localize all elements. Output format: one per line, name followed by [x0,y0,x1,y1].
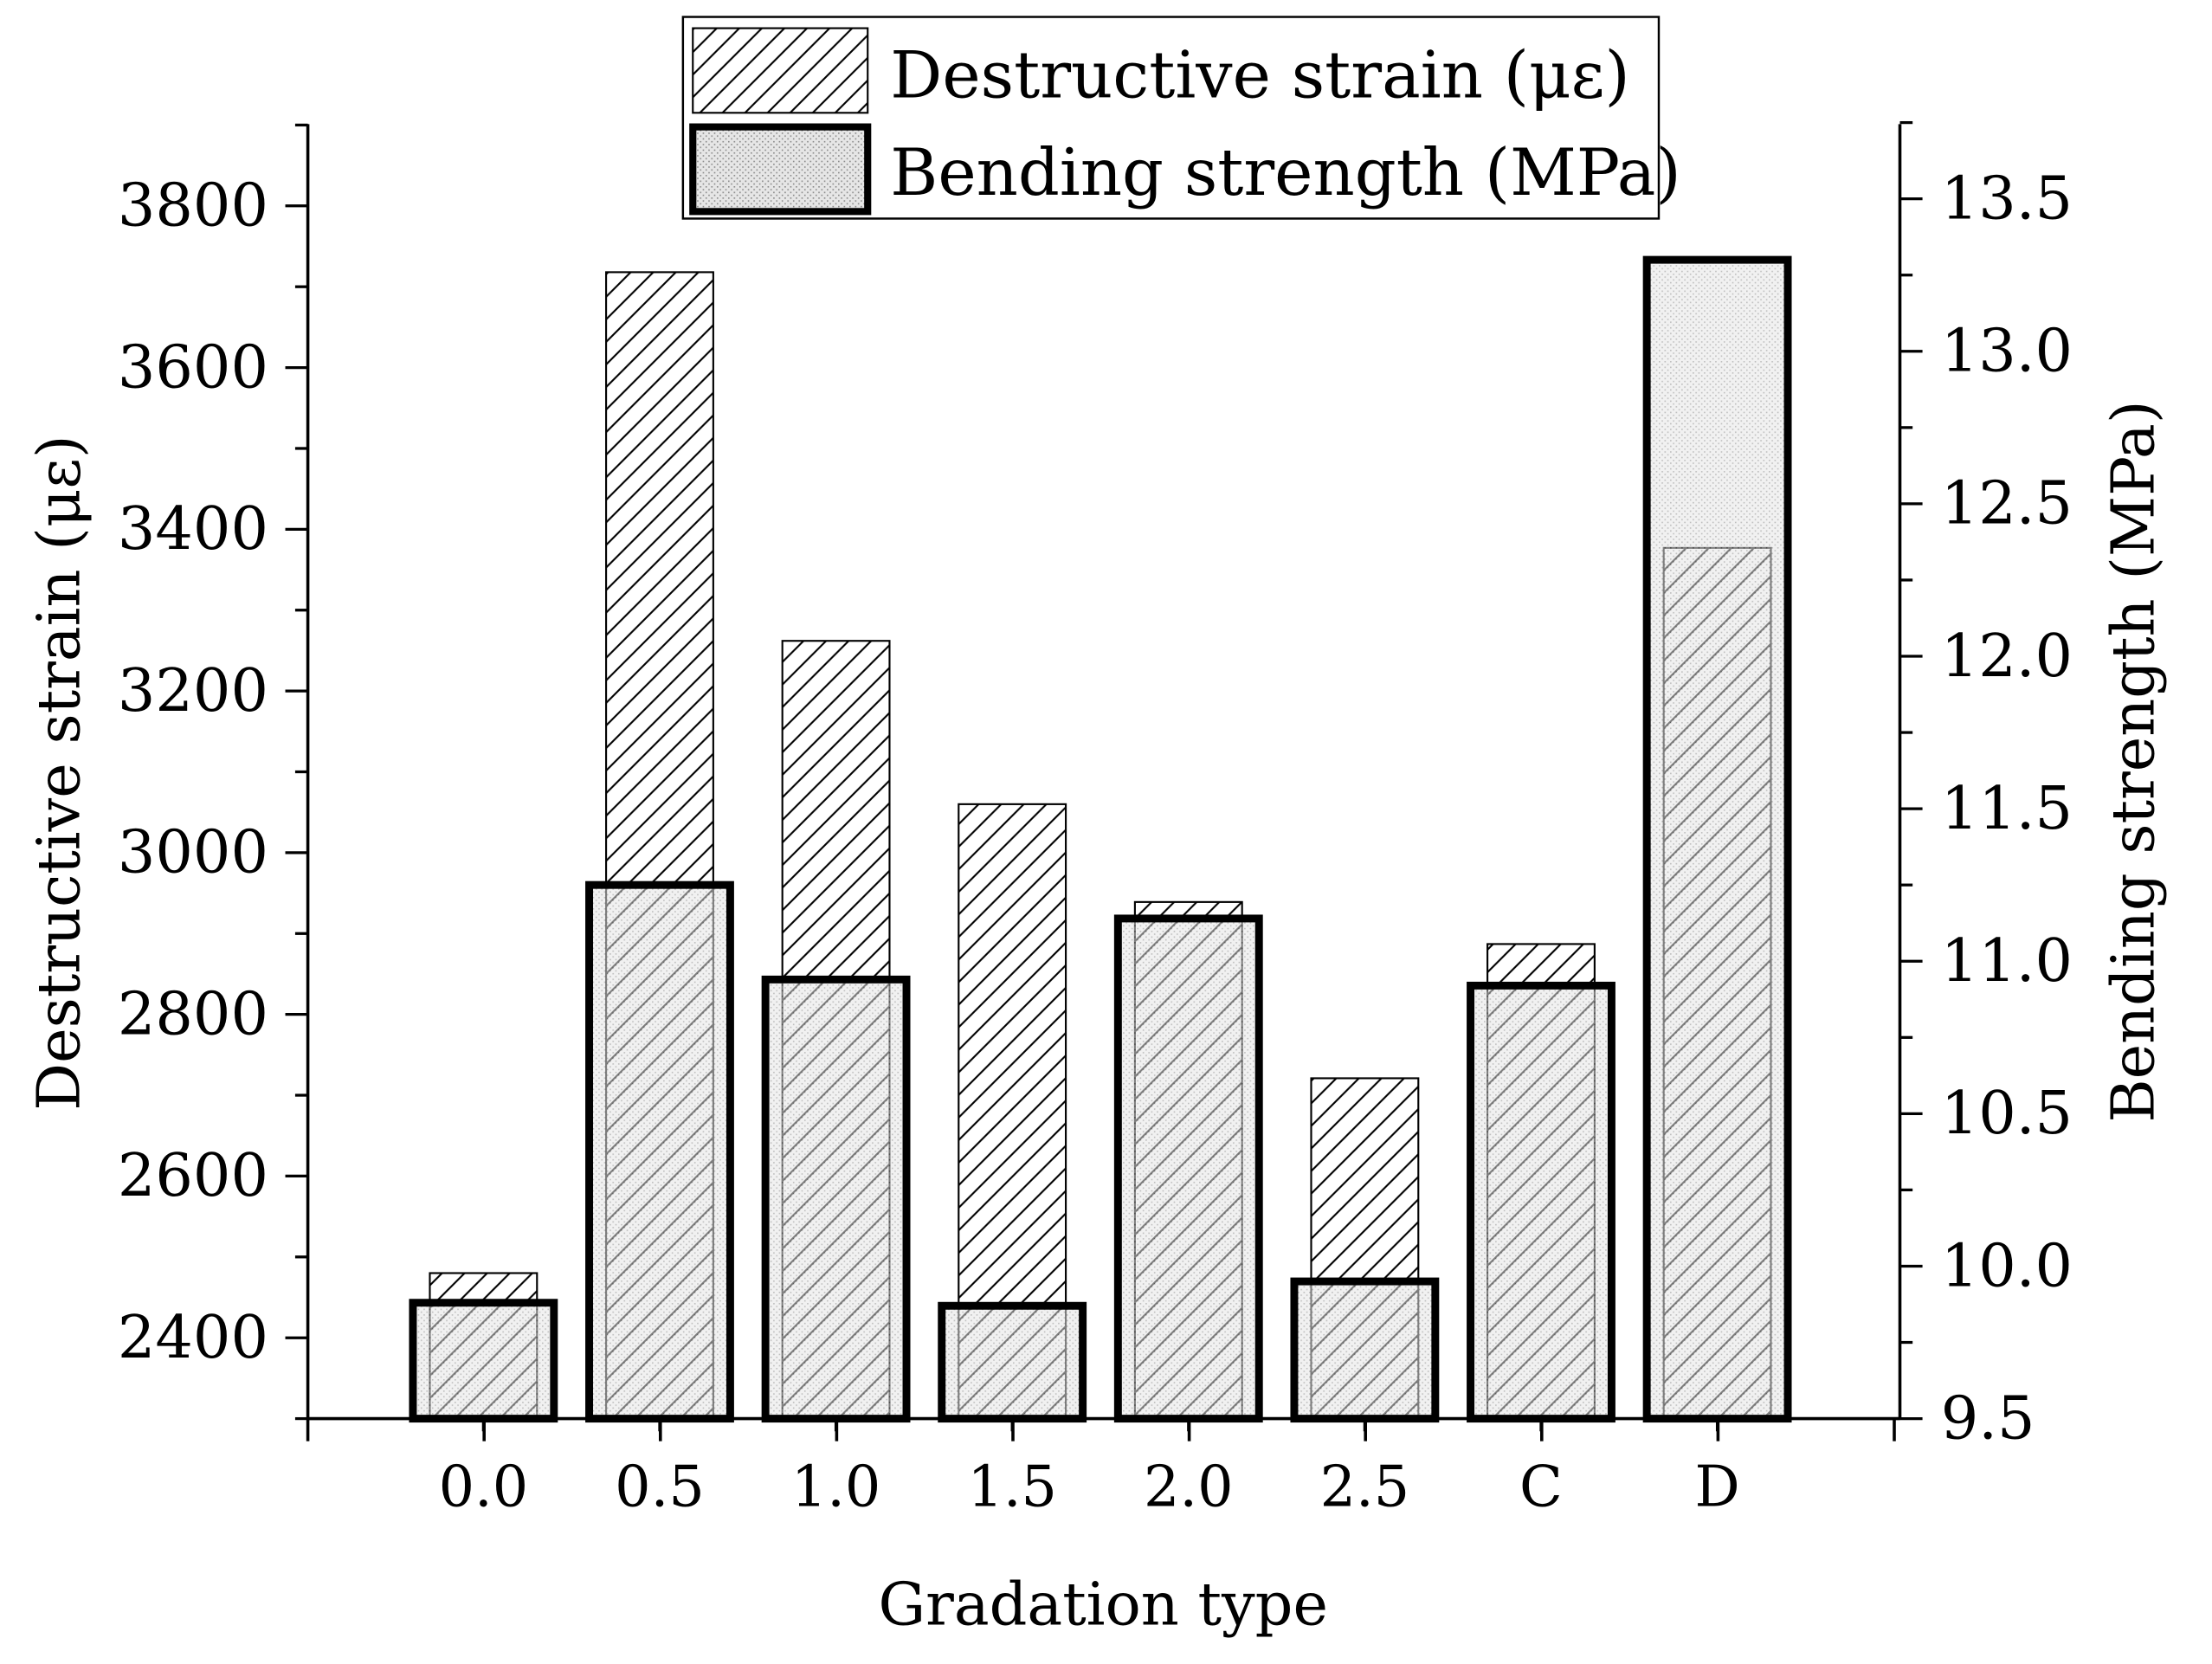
x-tick-label: 2.5 [1320,1455,1410,1520]
y2-tick-label: 12.0 [1941,622,2073,691]
legend-swatch-strength [689,123,872,216]
bar-strength [938,1301,1087,1423]
y2-tick-label: 11.0 [1941,927,2073,996]
x-tick-label: 1.0 [791,1455,881,1520]
bar-strength [761,975,911,1423]
y-tick-label: 3600 [118,333,268,402]
x-axis-title: Gradation type [879,1570,1328,1639]
y2-tick-label: 12.5 [1941,470,2073,539]
bar-strength [585,880,734,1423]
y2-tick-label: 11.5 [1941,775,2073,843]
y-tick-label: 3000 [118,819,268,887]
y-tick-label: 3800 [118,172,268,241]
y-ticks-right: 9.5 10.0 10.5 11.0 11.5 12.0 12.5 13.0 13.5 [1899,120,2073,1453]
bars [409,255,1792,1423]
x-tick-label: 0.5 [615,1455,705,1520]
y2-tick-label: 9.5 [1941,1384,2035,1453]
x-tick-label: C [1519,1455,1563,1520]
y-ticks-left: 2400 2600 2800 3000 3200 3400 3600 3800 [118,123,308,1421]
x-ticks: 0.0 0.5 1.0 1.5 2.0 2.5 C D [306,1418,1896,1520]
legend: Destructive strain (με) Bending strength… [681,16,1681,220]
y-tick-label: 2600 [118,1142,268,1210]
y-tick-label: 2800 [118,980,268,1048]
y2-tick-label: 13.5 [1941,164,2073,233]
x-tick-label: 0.0 [439,1455,529,1520]
legend-label-strain: Destructive strain (με) [890,36,1629,113]
legend-swatch-strain [692,27,869,114]
y2-tick-label: 13.0 [1941,318,2073,386]
y2-tick-label: 10.5 [1941,1080,2073,1148]
legend-label-strength: Bending strength (MPa) [890,134,1680,210]
y-tick-label: 3200 [118,657,268,726]
x-tick-label: D [1694,1455,1739,1520]
x-tick-label: 2.0 [1144,1455,1234,1520]
y-tick-label: 2400 [118,1304,268,1372]
y-axis-title-right: Bending strength (MPa) [2100,400,2169,1122]
bar-strength [1642,255,1792,1423]
y-tick-label: 3400 [118,495,268,564]
y-axis-title-left: Destructive strain (με) [26,435,94,1110]
bar-strength [409,1299,558,1423]
x-tick-label: 1.5 [967,1455,1057,1520]
y2-tick-label: 10.0 [1941,1232,2073,1300]
bar-strength [1467,981,1615,1423]
bar-strength [1290,1277,1440,1423]
bar-strength [1113,914,1263,1423]
